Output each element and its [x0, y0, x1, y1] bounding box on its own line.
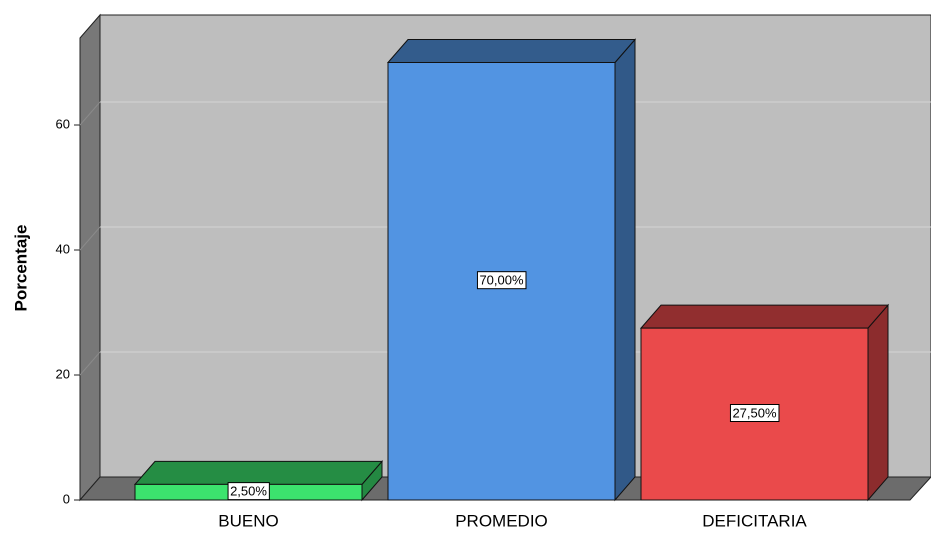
value-label-box	[476, 271, 527, 290]
bar-top	[386, 39, 637, 63]
bar-side	[614, 38, 636, 502]
bar-top	[133, 460, 384, 485]
x-tick-label: BUENO	[218, 511, 278, 530]
value-label: 70,00%	[479, 273, 524, 288]
bar-top	[639, 304, 890, 329]
y-axis-label: Porcentaje	[11, 225, 30, 312]
x-tick-label: PROMEDIO	[455, 511, 548, 530]
left-wall	[79, 13, 101, 502]
x-tick-label: DEFICITARIA	[702, 511, 807, 530]
value-label: 2,50%	[230, 484, 267, 499]
value-label: 27,50%	[732, 406, 777, 421]
value-label-box	[227, 482, 270, 501]
y-tick-label: 60	[56, 116, 70, 131]
y-tick-label: 40	[56, 241, 70, 256]
grid-line	[79, 226, 101, 251]
bar-side	[867, 303, 889, 502]
grid-line	[79, 351, 101, 376]
value-label-box	[729, 404, 780, 422]
y-tick-label: 20	[56, 366, 70, 381]
y-tick-label: 0	[63, 491, 70, 506]
grid-line	[79, 101, 101, 126]
